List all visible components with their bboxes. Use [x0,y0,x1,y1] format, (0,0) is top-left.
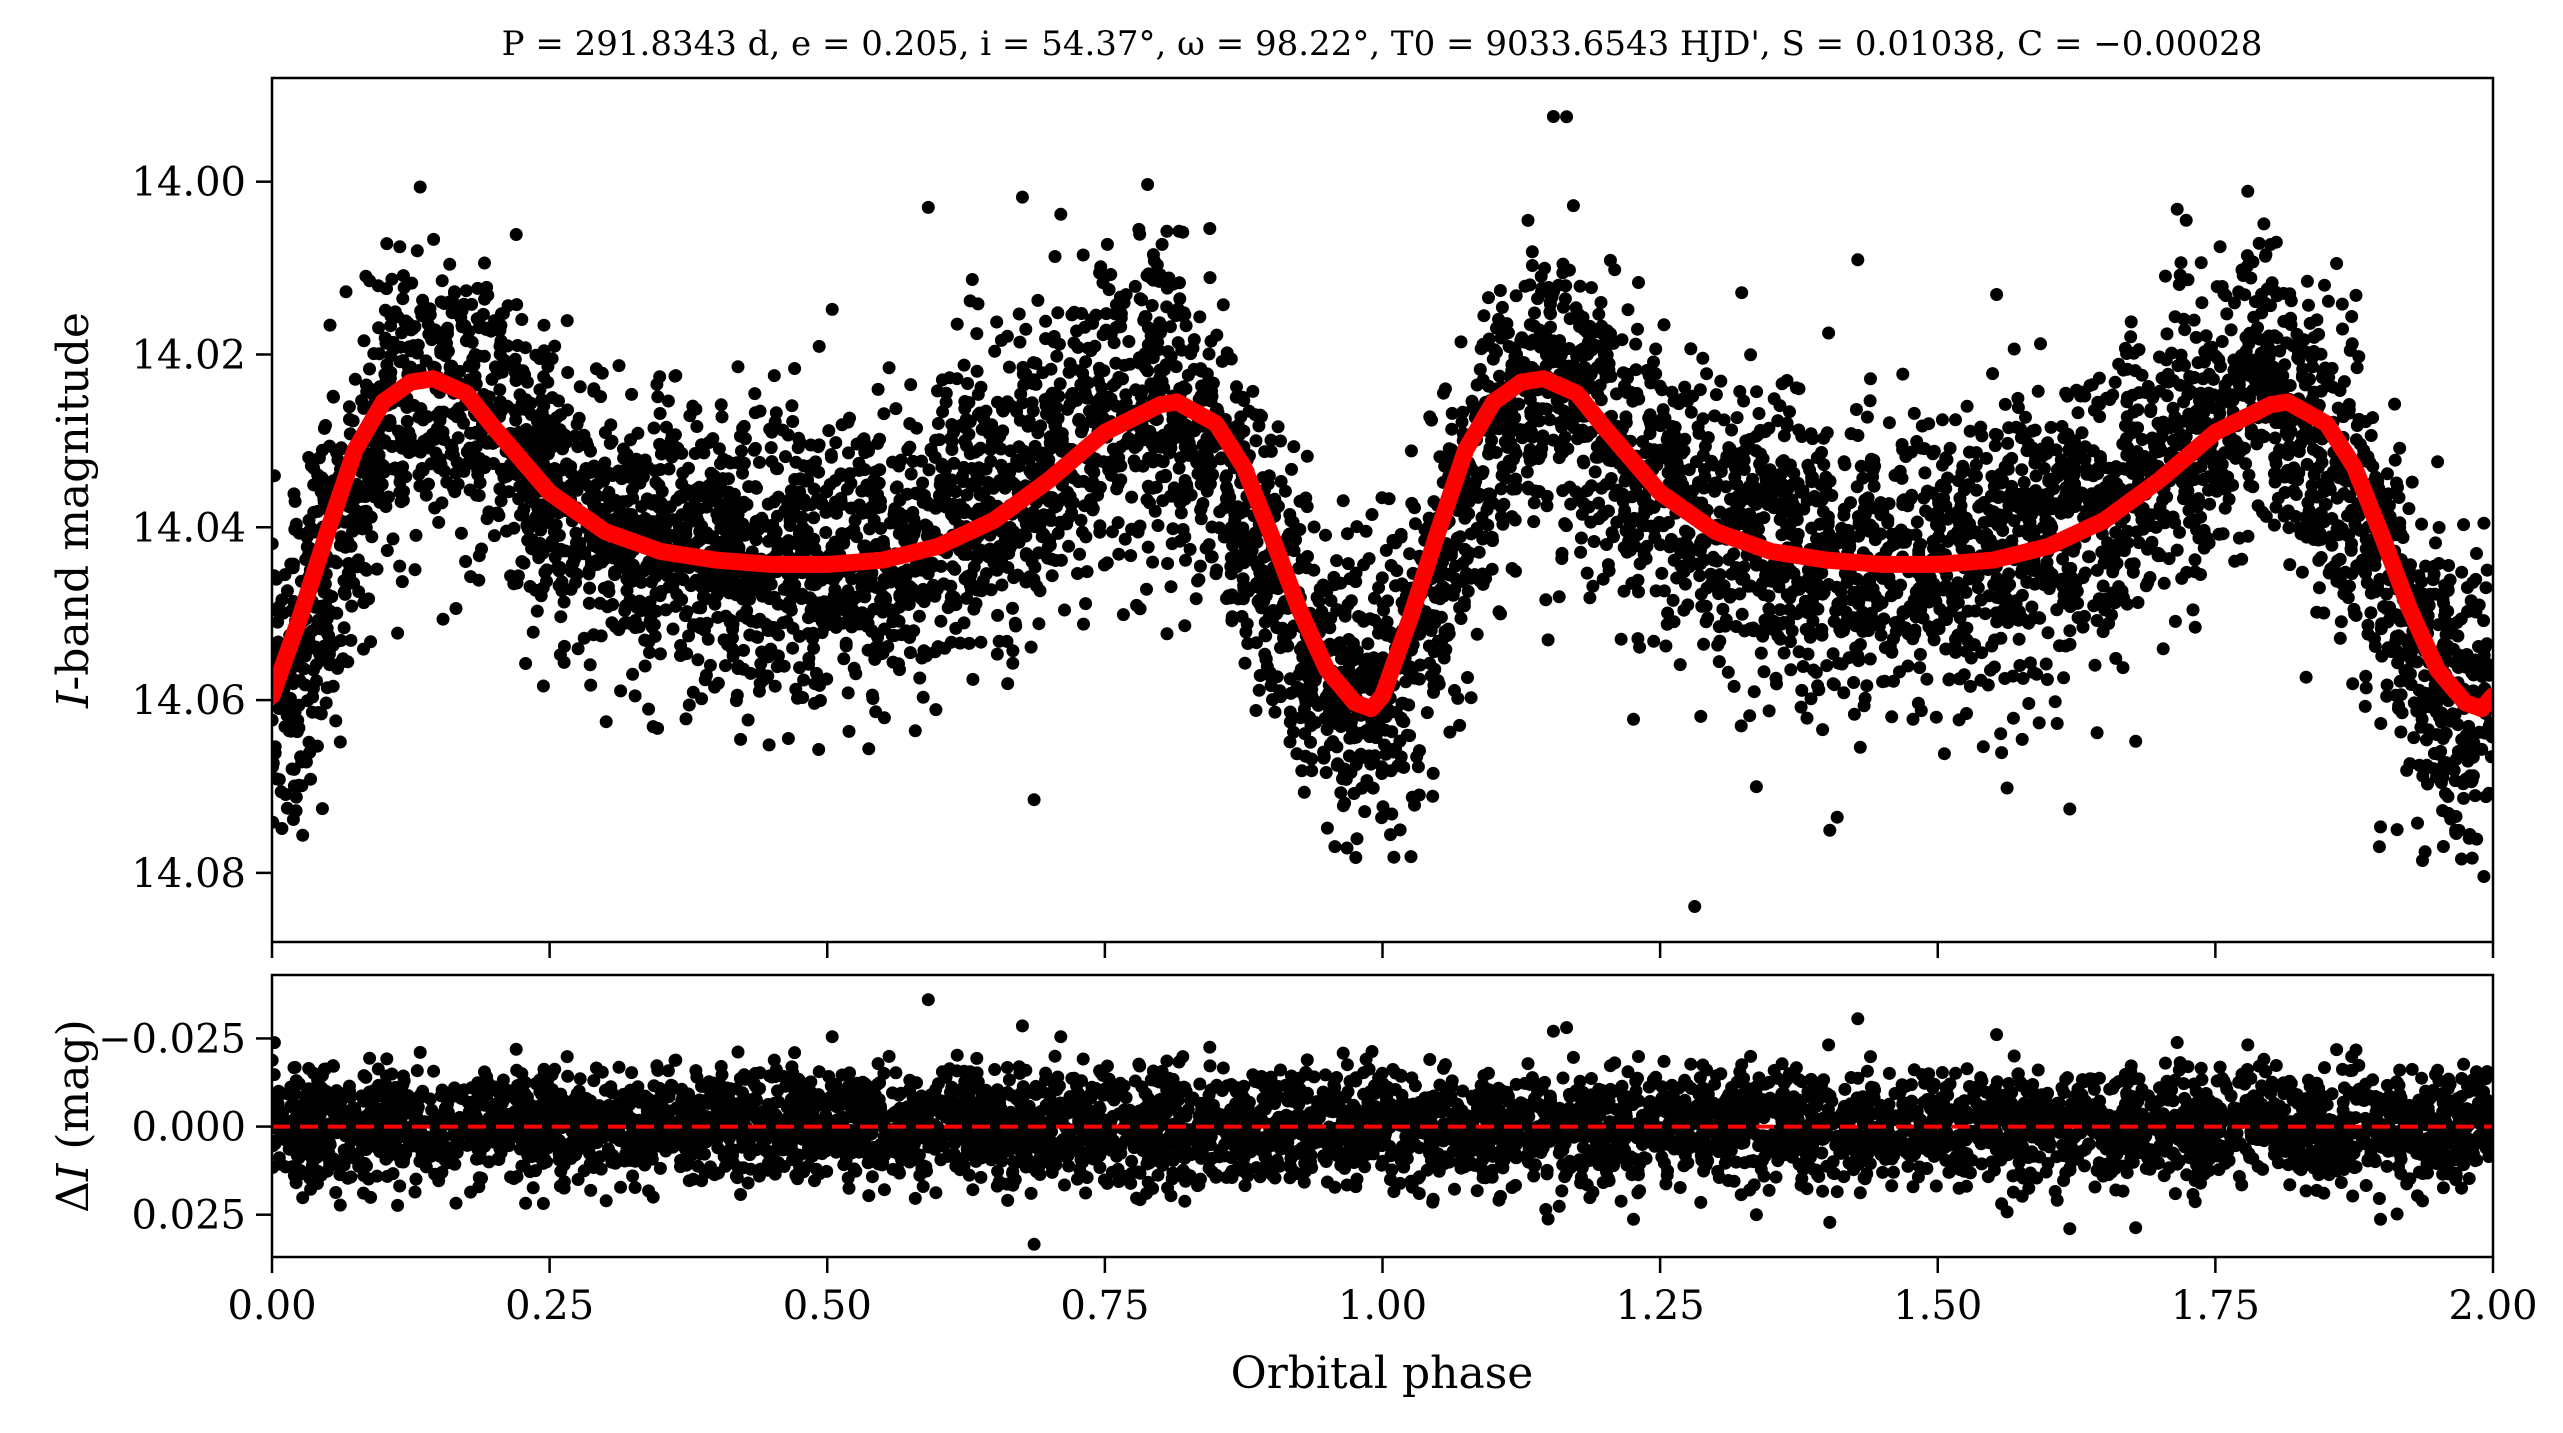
bottom-ylabel-italic: I [48,1162,99,1182]
bottom-xtick-label: 2.00 [2448,1283,2537,1329]
top-scatter-points [266,110,2499,913]
top-ytick-label: 14.08 [131,851,246,897]
bottom-xtick-label: 1.50 [1893,1283,1982,1329]
top-ylabel-rest: -band magnitude [48,312,99,691]
bottom-ytick-label: −0.025 [98,1016,246,1062]
bottom-ytick-label: 0.025 [131,1193,246,1239]
chart-title: P = 291.8343 d, e = 0.205, i = 54.37°, ω… [502,24,2263,64]
top-data-points [266,110,2499,913]
bottom-ytick-label: 0.000 [131,1105,246,1151]
top-ytick-label: 14.02 [131,332,246,378]
bottom-ylabel-delta: Δ [48,1181,99,1213]
x-axis-label: Orbital phase [1231,1348,1534,1399]
top-ytick-label: 14.00 [131,160,246,206]
top-ylabel-italic: I [48,689,99,709]
top-ylabel: I-band magnitude [48,312,99,709]
top-ytick-label: 14.06 [131,678,246,724]
bottom-xtick-label: 0.75 [1060,1283,1149,1329]
bottom-ylabel-rest: (mag) [48,1019,99,1163]
bottom-xtick-label: 0.00 [227,1283,316,1329]
bottom-xtick-label: 1.25 [1616,1283,1705,1329]
residual-scatter-points [266,993,2499,1273]
bottom-xtick-label: 0.25 [505,1283,594,1329]
bottom-xtick-label: 1.75 [2171,1283,2260,1329]
top-ytick-label: 14.04 [131,505,246,551]
residual-points [266,993,2499,1273]
bottom-xtick-label: 0.50 [783,1283,872,1329]
bottom-ylabel: ΔI (mag) [48,1019,99,1213]
bottom-xtick-label: 1.00 [1338,1283,1427,1329]
